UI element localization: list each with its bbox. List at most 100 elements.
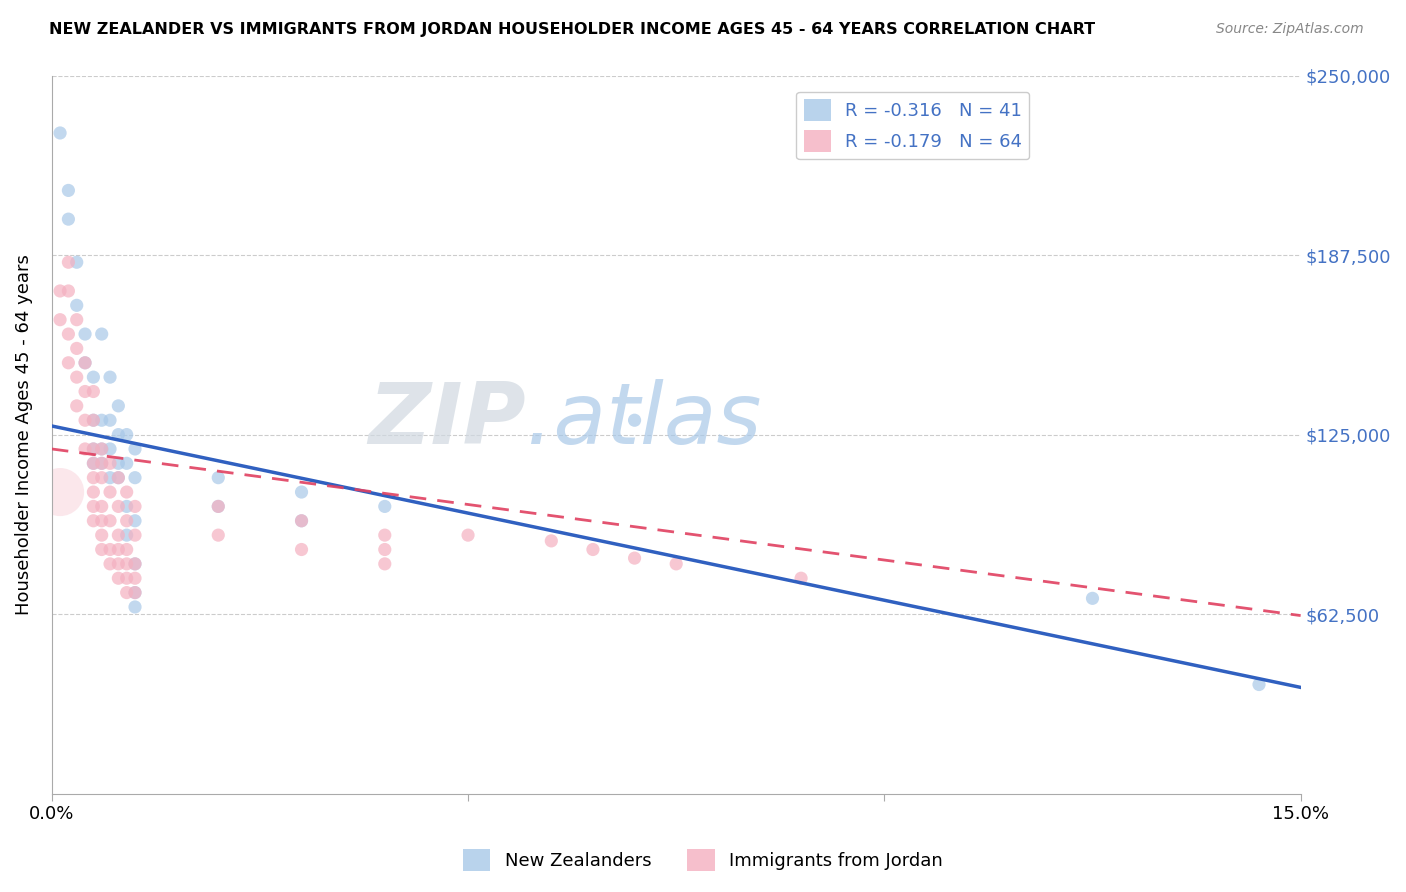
Point: [49, 312, 72, 326]
Point: [90, 471, 112, 485]
Point: [623, 413, 645, 427]
Point: [107, 456, 129, 470]
Point: [66, 399, 89, 413]
Point: [90, 442, 112, 456]
Point: [90, 528, 112, 542]
Point: [90, 514, 112, 528]
Point: [457, 528, 479, 542]
Point: [107, 427, 129, 442]
Point: [49, 284, 72, 298]
Point: [107, 571, 129, 585]
Point: [107, 471, 129, 485]
Point: [82, 442, 104, 456]
Point: [90, 442, 112, 456]
Point: [66, 298, 89, 312]
Point: [115, 500, 138, 514]
Point: [58, 356, 80, 370]
Point: [58, 327, 80, 342]
Point: [58, 183, 80, 197]
Point: [124, 557, 146, 571]
Point: [49, 485, 72, 500]
Point: [98, 442, 121, 456]
Point: [90, 413, 112, 427]
Point: [58, 284, 80, 298]
Point: [82, 370, 104, 384]
Point: [124, 571, 146, 585]
Point: [98, 456, 121, 470]
Point: [290, 485, 312, 500]
Point: [374, 528, 396, 542]
Point: [790, 571, 813, 585]
Point: [107, 500, 129, 514]
Point: [115, 456, 138, 470]
Point: [124, 442, 146, 456]
Point: [90, 327, 112, 342]
Point: [58, 212, 80, 227]
Point: [82, 456, 104, 470]
Point: [82, 500, 104, 514]
Legend: R = -0.316   N = 41, R = -0.179   N = 64: R = -0.316 N = 41, R = -0.179 N = 64: [796, 92, 1029, 160]
Point: [115, 427, 138, 442]
Point: [90, 456, 112, 470]
Point: [49, 126, 72, 140]
Point: [540, 533, 562, 548]
Point: [207, 528, 229, 542]
Point: [107, 471, 129, 485]
Point: [115, 514, 138, 528]
Text: .atlas: .atlas: [526, 379, 762, 462]
Point: [66, 370, 89, 384]
Point: [90, 542, 112, 557]
Point: [66, 342, 89, 356]
Point: [115, 542, 138, 557]
Point: [82, 514, 104, 528]
Point: [90, 500, 112, 514]
Point: [98, 413, 121, 427]
Point: [124, 585, 146, 599]
Point: [290, 542, 312, 557]
Point: [66, 255, 89, 269]
Point: [107, 557, 129, 571]
Point: [124, 528, 146, 542]
Point: [290, 514, 312, 528]
Point: [98, 557, 121, 571]
Point: [115, 571, 138, 585]
Point: [98, 542, 121, 557]
Point: [73, 327, 96, 342]
Legend: New Zealanders, Immigrants from Jordan: New Zealanders, Immigrants from Jordan: [456, 842, 950, 879]
Point: [115, 485, 138, 500]
Point: [115, 557, 138, 571]
Point: [107, 542, 129, 557]
Point: [374, 500, 396, 514]
Point: [665, 557, 688, 571]
Point: [115, 585, 138, 599]
Point: [98, 514, 121, 528]
Point: [82, 413, 104, 427]
Point: [623, 551, 645, 566]
Text: ZIP: ZIP: [368, 379, 526, 462]
Point: [374, 557, 396, 571]
Point: [98, 370, 121, 384]
Point: [73, 413, 96, 427]
Point: [98, 471, 121, 485]
Point: [124, 471, 146, 485]
Point: [207, 471, 229, 485]
Point: [73, 356, 96, 370]
Text: Source: ZipAtlas.com: Source: ZipAtlas.com: [1216, 22, 1364, 37]
Y-axis label: Householder Income Ages 45 - 64 years: Householder Income Ages 45 - 64 years: [15, 254, 32, 615]
Point: [1081, 591, 1104, 606]
Point: [90, 456, 112, 470]
Point: [82, 471, 104, 485]
Point: [107, 528, 129, 542]
Point: [124, 557, 146, 571]
Point: [115, 528, 138, 542]
Point: [66, 312, 89, 326]
Point: [58, 255, 80, 269]
Point: [82, 442, 104, 456]
Point: [98, 485, 121, 500]
Point: [207, 500, 229, 514]
Point: [124, 585, 146, 599]
Point: [124, 599, 146, 614]
Point: [124, 514, 146, 528]
Point: [290, 514, 312, 528]
Text: NEW ZEALANDER VS IMMIGRANTS FROM JORDAN HOUSEHOLDER INCOME AGES 45 - 64 YEARS CO: NEW ZEALANDER VS IMMIGRANTS FROM JORDAN …: [49, 22, 1095, 37]
